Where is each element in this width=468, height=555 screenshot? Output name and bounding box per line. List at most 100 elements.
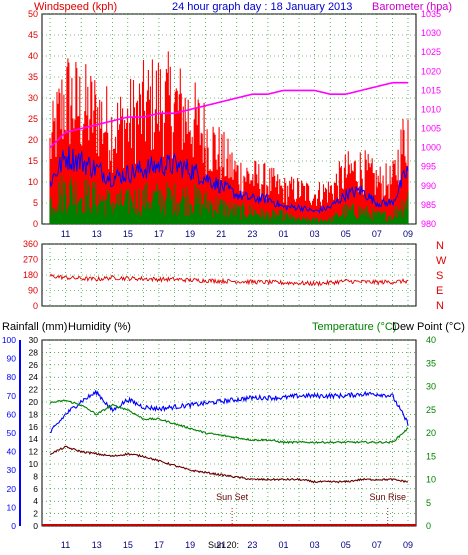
rain-y-tick-label: 10 (29, 459, 39, 469)
rain-y-tick-label: 22 (29, 385, 39, 395)
direction-y-tick-label: 180 (23, 270, 38, 280)
compass-label: N (436, 300, 444, 312)
barometer-y-tick-label: 1015 (421, 85, 441, 95)
rain-y-tick-label: 26 (29, 360, 39, 370)
direction-y-tick-label: 0 (33, 301, 38, 311)
humidity-y-tick-label: 80 (7, 372, 17, 382)
direction-panel-frame (41, 243, 417, 307)
x-tick-label: 19 (185, 540, 195, 550)
sun-annotations: Sun Set Sun Rise (216, 492, 406, 526)
x-tick-label: 23 (247, 229, 257, 239)
compass-label: W (436, 255, 447, 267)
barometer-y-tick-label: 1010 (421, 104, 441, 114)
humidity-y-tick-label: 0 (11, 521, 16, 531)
barometer-y-tick-label: 1020 (421, 66, 441, 76)
wind-y-tick-label: 0 (33, 219, 38, 229)
x-tick-label: 23 (247, 540, 257, 550)
chart-title: 24 hour graph day : 18 January 2013 (172, 1, 352, 13)
x-tick-label: 21 (216, 540, 226, 550)
temp-y-tick-label: 25 (426, 405, 436, 415)
humidity-y-tick-label: 10 (7, 502, 17, 512)
x-tick-label: 17 (154, 540, 164, 550)
direction-series (49, 273, 409, 287)
humidity-axis-label: Humidity (%) (68, 321, 131, 333)
barometer-y-tick-label: 985 (421, 200, 436, 210)
wind-y-tick-label: 10 (28, 177, 38, 187)
sun-annotation-label: Sun Rise (369, 492, 406, 502)
rainfall-axis-label: Rainfall (mm) (2, 321, 67, 333)
x-tick-label: 03 (310, 540, 320, 550)
rain-y-tick-label: 8 (33, 471, 38, 481)
x-tick-label: 03 (310, 229, 320, 239)
wind-y-tick-label: 50 (28, 9, 38, 19)
x-tick-label: 07 (372, 229, 382, 239)
humidity-y-tick-label: 60 (7, 409, 17, 419)
barometer-y-tick-label: 1030 (421, 28, 441, 38)
temp-x-ticks: 11 13 15 17 19 21 23 01 03 05 07 09 (61, 540, 413, 550)
rain-y-tick-label: 18 (29, 409, 39, 419)
temp-y-tick-label: 35 (426, 358, 436, 368)
temp-y-tick-label: 0 (426, 521, 431, 531)
direction-y-ticks: 360 270 180 90 0 (23, 239, 38, 311)
humidity-y-tick-label: 30 (7, 465, 17, 475)
rain-y-tick-label: 28 (29, 347, 39, 357)
barometer-y-tick-label: 980 (421, 219, 436, 229)
barometer-y-tick-label: 1005 (421, 124, 441, 134)
barometer-y-tick-label: 995 (421, 162, 436, 172)
rain-y-tick-label: 6 (33, 484, 38, 494)
x-tick-label: 19 (185, 229, 195, 239)
barometer-axis-label: Barometer (hpa) (372, 1, 452, 13)
x-tick-label: 05 (341, 229, 351, 239)
wind-y-tick-label: 40 (28, 51, 38, 61)
humidity-y-tick-label: 90 (7, 354, 17, 364)
wind-y-tick-label: 30 (28, 93, 38, 103)
direction-y-tick-label: 90 (28, 286, 38, 296)
wind-series (49, 175, 409, 224)
humidity-y-ticks: 0 10 20 30 40 50 60 70 80 90 100 (2, 335, 21, 531)
rain-y-tick-label: 12 (29, 447, 39, 457)
x-tick-label: 13 (92, 229, 102, 239)
wind-x-ticks: 11 13 15 17 19 21 23 01 03 05 07 09 (61, 229, 413, 239)
direction-y-tick-label: 360 (23, 239, 38, 249)
wind-series (49, 51, 409, 224)
x-tick-label: 15 (123, 229, 133, 239)
wind-y-tick-label: 45 (28, 30, 38, 40)
compass-label: N (436, 240, 444, 252)
x-tick-label: 09 (403, 229, 413, 239)
wind-y-tick-label: 35 (28, 72, 38, 82)
temperature-series (49, 399, 409, 445)
x-tick-label: 01 (278, 229, 288, 239)
rain-y-tick-label: 30 (29, 335, 39, 345)
temp-series (42, 390, 416, 526)
humidity-y-tick-label: 40 (7, 447, 17, 457)
x-tick-label: 15 (123, 540, 133, 550)
wind-y-tick-label: 15 (28, 156, 38, 166)
temp-y-tick-label: 10 (426, 475, 436, 485)
wind-y-tick-label: 25 (28, 114, 38, 124)
temp-y-tick-label: 20 (426, 428, 436, 438)
x-tick-label: 01 (278, 540, 288, 550)
humidity-y-tick-label: 20 (7, 484, 17, 494)
barometer-y-tick-label: 990 (421, 181, 436, 191)
temp-panel-grid (42, 339, 416, 527)
temperature-axis-label: Temperature (°C) (312, 321, 396, 333)
x-tick-label: 21 (216, 229, 226, 239)
temp-y-tick-label: 15 (426, 451, 436, 461)
x-tick-label: 13 (92, 540, 102, 550)
sun-annotation-label: Sun Set (216, 492, 249, 502)
x-tick-label: 11 (61, 229, 70, 239)
wind-y-ticks: 0 5 10 15 20 25 30 35 40 45 50 (28, 9, 38, 229)
dewpoint-axis-label: Dew Point (°C) (392, 321, 465, 333)
windspeed-axis-label: Windspeed (kph) (34, 1, 117, 13)
humidity-y-tick-label: 50 (7, 428, 17, 438)
dewpoint-series (50, 445, 409, 484)
rain-y-tick-label: 24 (29, 372, 39, 382)
compass-label: E (436, 285, 443, 297)
x-tick-label: 11 (61, 540, 70, 550)
rain-y-tick-label: 14 (29, 434, 39, 444)
direction-series (49, 273, 409, 287)
rain-y-tick-label: 16 (29, 422, 39, 432)
